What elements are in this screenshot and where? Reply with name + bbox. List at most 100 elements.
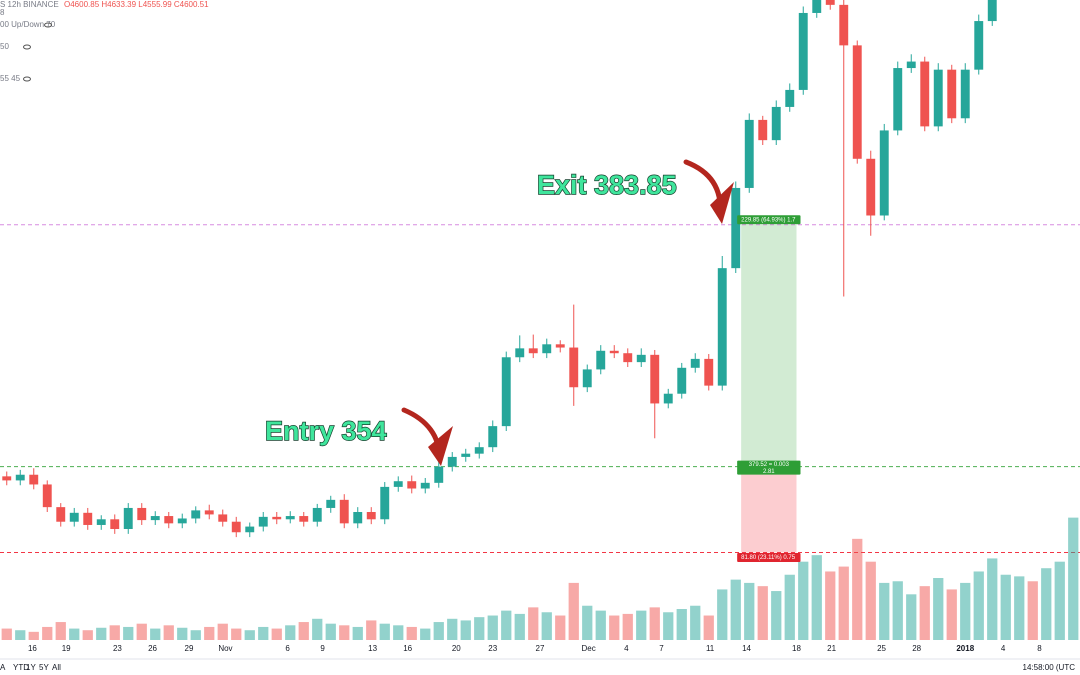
- symbol: S 12h BINANCE: [0, 0, 59, 9]
- volume-bar: [271, 628, 282, 640]
- candle-body: [393, 481, 403, 487]
- volume-bar: [757, 586, 768, 640]
- candle-body: [434, 466, 444, 483]
- candle-body: [110, 519, 120, 530]
- volume-bar: [501, 610, 512, 640]
- candle-body: [542, 344, 552, 354]
- range-button[interactable]: A: [0, 663, 6, 672]
- candle-body: [528, 348, 538, 354]
- ohlc: O4600.85 H4633.39 L4555.99 C4600.51: [64, 0, 209, 9]
- range-button[interactable]: YTD: [13, 663, 29, 672]
- target-label: 229.85 (64.93%) 1.7: [741, 217, 796, 223]
- candle-body: [312, 507, 322, 522]
- candle-body: [285, 516, 295, 520]
- x-tick-label: 19: [62, 644, 71, 653]
- volume-bar: [15, 630, 26, 640]
- volume-bar: [190, 630, 201, 640]
- candle-body: [623, 353, 633, 363]
- stop-label: 81.80 (23.11%) 0.75: [741, 555, 796, 561]
- indicator: 55 45: [0, 74, 21, 83]
- x-tick-label: 4: [624, 644, 629, 653]
- x-tick-label: 13: [368, 644, 377, 653]
- candle-body: [137, 507, 147, 521]
- volume-bar: [514, 613, 525, 640]
- volume-bar: [838, 566, 849, 640]
- candle-body: [879, 130, 889, 216]
- volume-bar: [771, 591, 782, 640]
- x-tick-label: 7: [659, 644, 664, 653]
- candle-body: [15, 474, 25, 481]
- volume-bar: [123, 626, 134, 640]
- volume-bar: [960, 582, 971, 640]
- volume-bar: [177, 627, 188, 640]
- x-tick-label: 2018: [956, 644, 974, 653]
- volume-bar: [1068, 517, 1079, 640]
- profit-zone: [741, 224, 797, 467]
- range-button[interactable]: 5Y: [39, 663, 49, 672]
- volume-bar: [69, 628, 80, 640]
- x-tick-label: Nov: [218, 644, 232, 653]
- range-button[interactable]: 1Y: [26, 663, 36, 672]
- candle-body: [2, 476, 12, 481]
- x-tick-label: 18: [792, 644, 801, 653]
- x-tick-label: 8: [1037, 644, 1042, 653]
- candle-body: [650, 354, 660, 404]
- volume-bar: [1, 628, 12, 640]
- volume-bar: [987, 558, 998, 640]
- volume-bar: [393, 625, 404, 640]
- volume-bar: [217, 623, 228, 640]
- entry-label-2: 2.81: [763, 469, 775, 475]
- candle-body: [218, 514, 228, 522]
- x-tick-label: 23: [488, 644, 497, 653]
- candle-body: [987, 0, 997, 22]
- indicator: 8: [0, 8, 5, 17]
- volume-bar: [1000, 574, 1011, 640]
- range-button[interactable]: All: [52, 663, 61, 672]
- volume-bar: [28, 631, 39, 640]
- candle-body: [704, 358, 714, 386]
- candle-body: [177, 518, 187, 524]
- volume-bar: [339, 625, 350, 640]
- volume-bar: [82, 630, 93, 640]
- candle-body: [825, 0, 835, 5]
- x-tick-label: 16: [28, 644, 37, 653]
- x-tick-label: 23: [113, 644, 122, 653]
- volume-bar: [433, 622, 444, 640]
- candle-body: [420, 482, 430, 489]
- volume-bar: [730, 579, 741, 640]
- volume-bar: [865, 561, 876, 640]
- candle-body: [501, 357, 511, 427]
- volume-bar: [312, 618, 323, 640]
- volume-bar: [852, 538, 863, 640]
- volume-bar: [690, 605, 701, 640]
- x-tick-label: 4: [1001, 644, 1006, 653]
- candle-body: [474, 447, 484, 454]
- candle-body: [960, 69, 970, 119]
- volume-bar: [487, 615, 498, 640]
- candle-body: [974, 21, 984, 70]
- volume-bar: [798, 561, 809, 640]
- candle-body: [272, 516, 282, 520]
- candle-body: [690, 358, 700, 368]
- volume-bar: [919, 586, 930, 640]
- volume-bar: [946, 589, 957, 640]
- candle-body: [569, 347, 579, 388]
- candle-body: [56, 507, 66, 522]
- volume-bar: [649, 607, 660, 640]
- volume-bar: [298, 622, 309, 640]
- volume-bar: [1054, 561, 1065, 640]
- candle-body: [798, 12, 808, 90]
- volume-bar: [285, 625, 296, 640]
- volume-bar: [528, 607, 539, 640]
- candle-body: [488, 426, 498, 448]
- volume-bar: [204, 626, 215, 640]
- volume-bar: [636, 610, 647, 640]
- candle-body: [83, 512, 93, 525]
- volume-bar: [1041, 568, 1052, 640]
- volume-bar: [703, 615, 714, 640]
- volume-bar: [366, 620, 377, 640]
- candle-body: [29, 474, 39, 485]
- candle-body: [758, 119, 768, 141]
- volume-bar: [622, 613, 633, 640]
- candle-body: [866, 158, 876, 216]
